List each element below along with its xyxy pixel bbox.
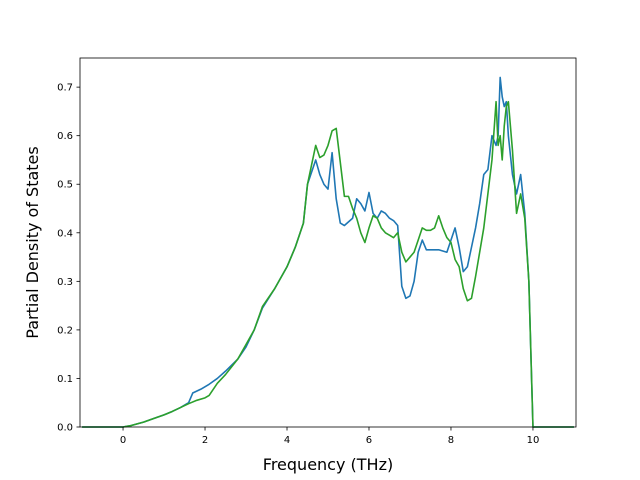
y-tick-label: 0.4 [57,228,73,239]
y-tick-label: 0.0 [57,423,73,434]
x-tick-label: 10 [527,435,540,446]
x-axis-label: Frequency (THz) [263,455,393,474]
y-tick-label: 0.7 [57,83,73,94]
y-tick-label: 0.3 [57,277,73,288]
y-axis: 0.0 0.1 0.2 0.3 0.4 0.5 0.6 0.7 [57,83,80,434]
x-tick-label: 8 [448,435,454,446]
x-tick-label: 6 [366,435,372,446]
x-tick-label: 4 [284,435,290,446]
series-layer [82,76,574,428]
y-tick-label: 0.2 [57,325,73,336]
y-tick-label: 0.5 [57,180,73,191]
series-line-2 [82,100,574,428]
y-axis-label: Partial Density of States [23,146,42,338]
plot-frame [79,57,577,428]
y-tick-label: 0.6 [57,131,73,142]
x-tick-label: 0 [120,435,126,446]
x-axis: 0 2 4 6 8 10 [120,427,539,446]
y-tick-label: 0.1 [57,374,73,385]
x-tick-label: 2 [202,435,208,446]
